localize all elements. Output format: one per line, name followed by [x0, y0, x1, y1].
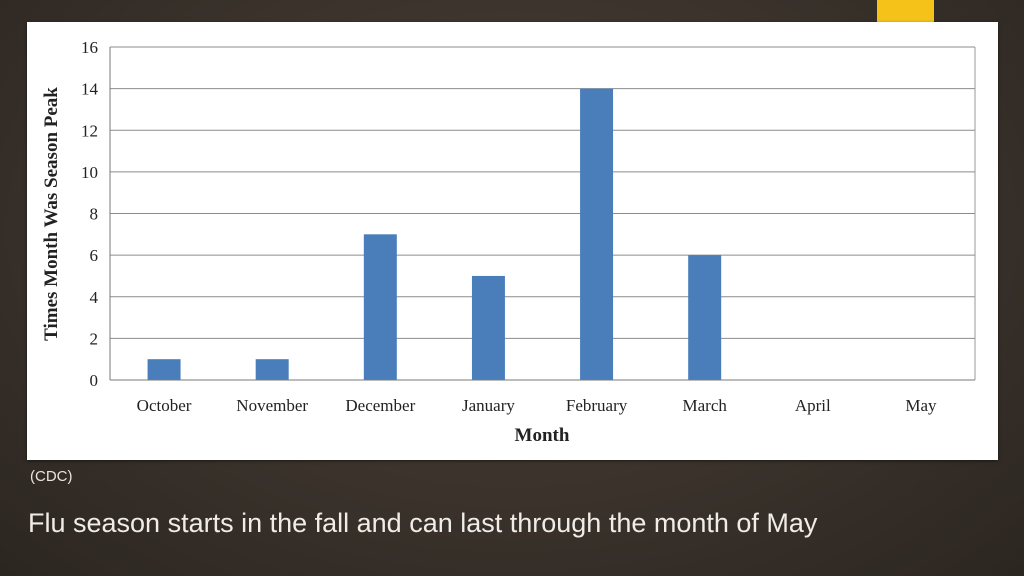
y-tick-label: 6	[90, 246, 99, 265]
y-tick-label: 12	[81, 121, 98, 140]
y-tick-label: 8	[90, 205, 99, 224]
x-tick-label: October	[137, 396, 192, 415]
x-tick-labels: October November December January February Ma…	[137, 396, 937, 415]
y-tick-labels: 0 2 4 6 8 10 12 14 16	[81, 38, 99, 390]
accent-tab	[877, 0, 934, 22]
y-tick-label: 0	[90, 371, 99, 390]
bar-chart: 0 2 4 6 8 10 12 14 16 October November December Jan…	[41, 38, 976, 446]
chart-panel: 0 2 4 6 8 10 12 14 16 October November December Jan…	[27, 22, 998, 460]
gridlines	[110, 46, 975, 339]
x-tick-label: November	[236, 396, 308, 415]
y-tick-label: 10	[81, 163, 98, 182]
bars	[147, 88, 722, 380]
x-tick-label: December	[345, 396, 415, 415]
x-tick-label: May	[905, 396, 937, 415]
y-tick-label: 16	[81, 38, 98, 57]
bar-march	[688, 255, 722, 380]
axes	[109, 47, 976, 381]
x-axis-title: Month	[515, 425, 570, 446]
x-tick-label: April	[795, 396, 831, 415]
y-tick-label: 2	[90, 329, 99, 348]
x-tick-label: January	[462, 396, 515, 415]
bar-january	[471, 275, 505, 380]
bar-december	[363, 234, 397, 380]
x-tick-label: March	[683, 396, 728, 415]
y-tick-label: 14	[81, 80, 99, 99]
y-tick-label: 4	[90, 288, 99, 307]
bar-november	[255, 359, 289, 380]
slide-caption: Flu season starts in the fall and can la…	[28, 508, 818, 538]
source-note: (CDC)	[30, 468, 73, 485]
bar-october	[147, 359, 181, 380]
bar-february	[580, 88, 614, 380]
x-tick-label: February	[566, 396, 628, 415]
y-axis-title: Times Month Was Season Peak	[41, 87, 62, 341]
